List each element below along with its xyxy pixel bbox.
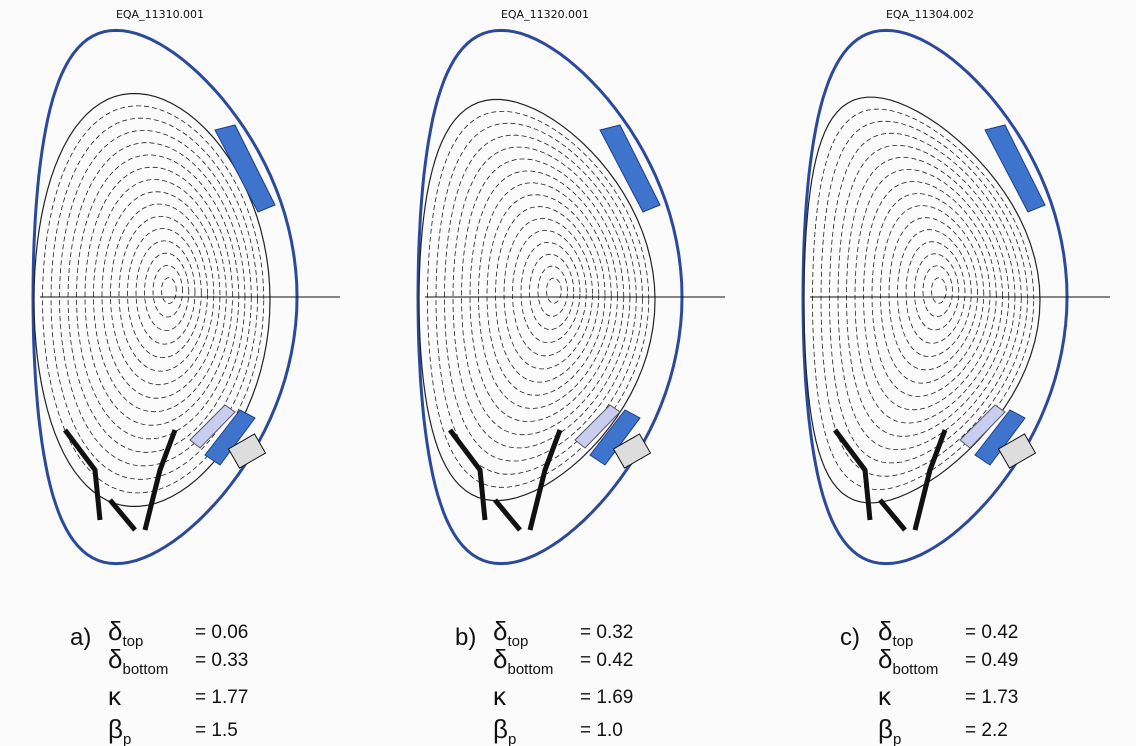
parameter-symbol: δ [493,644,507,674]
parameter-symbol: κ [108,681,122,711]
parameter-value: = 1.77 [195,687,248,708]
parameter-value: = 1.5 [195,720,238,741]
parameter-value: = 0.33 [195,650,248,671]
parameter-symbol: β [493,714,508,744]
figure: EQA_11310.001a)δtop= 0.06δbottom= 0.33κ=… [0,0,1136,746]
parameter-symbol: δ [878,644,892,674]
parameter-subscript: bottom [507,661,553,678]
parameter-symbol: δ [108,616,122,646]
panel-label: b) [455,624,476,651]
parameter-symbol: δ [493,616,507,646]
panel-label: c) [840,624,860,651]
parameter-value: = 1.0 [580,720,623,741]
parameter-value: = 1.69 [580,687,633,708]
parameter-name: κ [878,681,892,711]
parameter-value: = 1.73 [965,687,1018,708]
parameter-value: = 2.2 [965,720,1008,741]
parameter-subscript: top [507,633,528,650]
parameter-value: = 0.42 [580,650,633,671]
panel-title: EQA_11310.001 [116,8,204,21]
parameter-subscript: p [508,731,516,746]
parameter-symbol: κ [493,681,507,711]
parameter-subscript: p [123,731,131,746]
parameter-value: = 0.32 [580,622,633,643]
panel-title: EQA_11320.001 [501,8,589,21]
parameter-value: = 0.06 [195,622,248,643]
parameter-value: = 0.49 [965,650,1018,671]
parameter-symbol: β [878,714,893,744]
parameter-symbol: κ [878,681,892,711]
parameter-subscript: bottom [122,661,168,678]
parameter-subscript: p [893,731,901,746]
parameter-symbol: δ [878,616,892,646]
panel-label: a) [70,624,91,651]
parameter-name: κ [493,681,507,711]
parameter-symbol: β [108,714,123,744]
parameter-subscript: bottom [892,661,938,678]
panel-title: EQA_11304.002 [886,8,974,21]
parameter-value: = 0.42 [965,622,1018,643]
parameter-name: κ [108,681,122,711]
parameter-subscript: top [122,633,143,650]
parameter-symbol: δ [108,644,122,674]
parameter-subscript: top [892,633,913,650]
